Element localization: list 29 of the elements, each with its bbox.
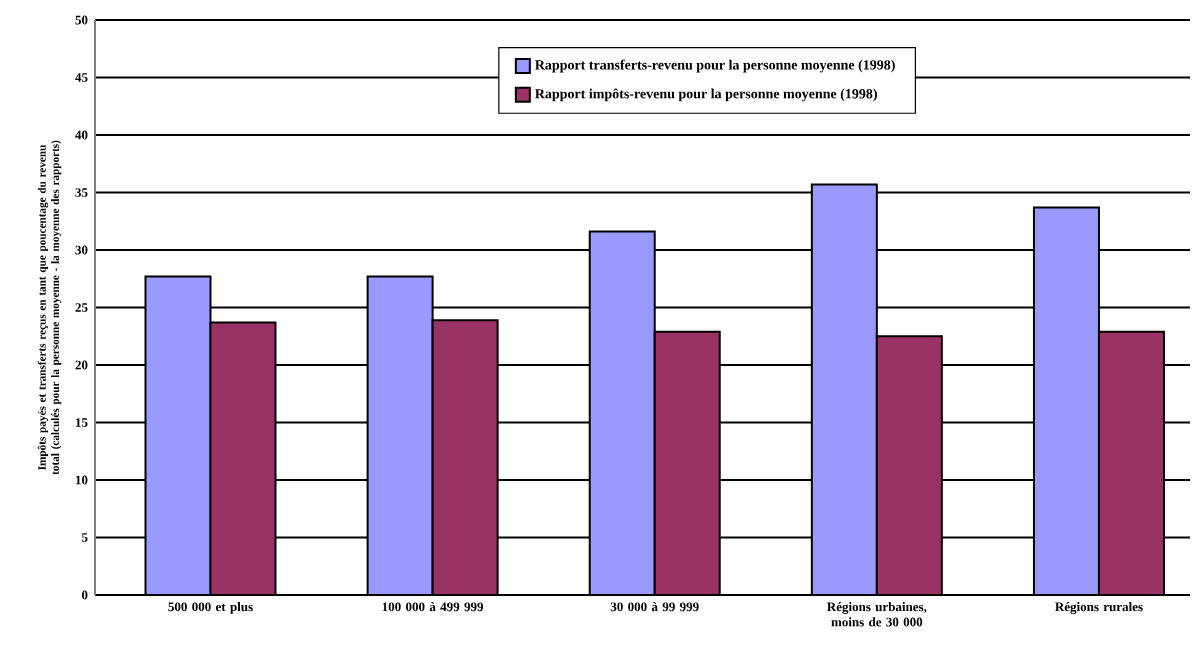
y-tick-label: 0 — [81, 590, 88, 600]
y-axis-title: Impôts payés et transferts reçus en tant que poucentage du revenu total (calculés pour la personne moyenne - la moyenne des rapports) — [37, 140, 62, 475]
bar — [1032, 206, 1100, 595]
bar — [588, 230, 656, 595]
y-tick-label: 35 — [75, 188, 88, 197]
x-tick-label: Régions rurales — [1055, 602, 1143, 614]
bar — [875, 335, 943, 595]
bar — [1097, 330, 1165, 595]
legend-label: Rapport impôts-revenu pour la personne moyenne (1998) — [535, 88, 877, 102]
bar — [431, 319, 499, 595]
y-tick-label: 5 — [81, 533, 88, 542]
y-tick-label: 40 — [75, 130, 88, 140]
x-tick-label: 30 000 à 99 999 — [610, 602, 699, 612]
x-tick-label: 500 000 et plus — [168, 602, 253, 614]
legend-label: Rapport transferts-revenu pour la personne moyenne (1998) — [535, 59, 895, 73]
y-tick-label: 10 — [75, 475, 88, 485]
y-tick-label: 25 — [75, 303, 88, 312]
bar — [209, 321, 277, 595]
y-tick-label: 30 — [75, 245, 88, 255]
bar — [810, 183, 878, 595]
bar — [144, 275, 212, 595]
x-tick-label: 100 000 à 499 999 — [382, 602, 484, 612]
bar — [653, 330, 721, 595]
y-tick-label: 20 — [75, 360, 88, 370]
y-tick-label: 45 — [75, 73, 88, 82]
x-tick-label: Régions urbaines, moins de 30 000 — [827, 602, 927, 627]
y-tick-label: 15 — [75, 418, 88, 427]
y-tick-label: 50 — [75, 15, 88, 25]
bar — [366, 275, 434, 595]
